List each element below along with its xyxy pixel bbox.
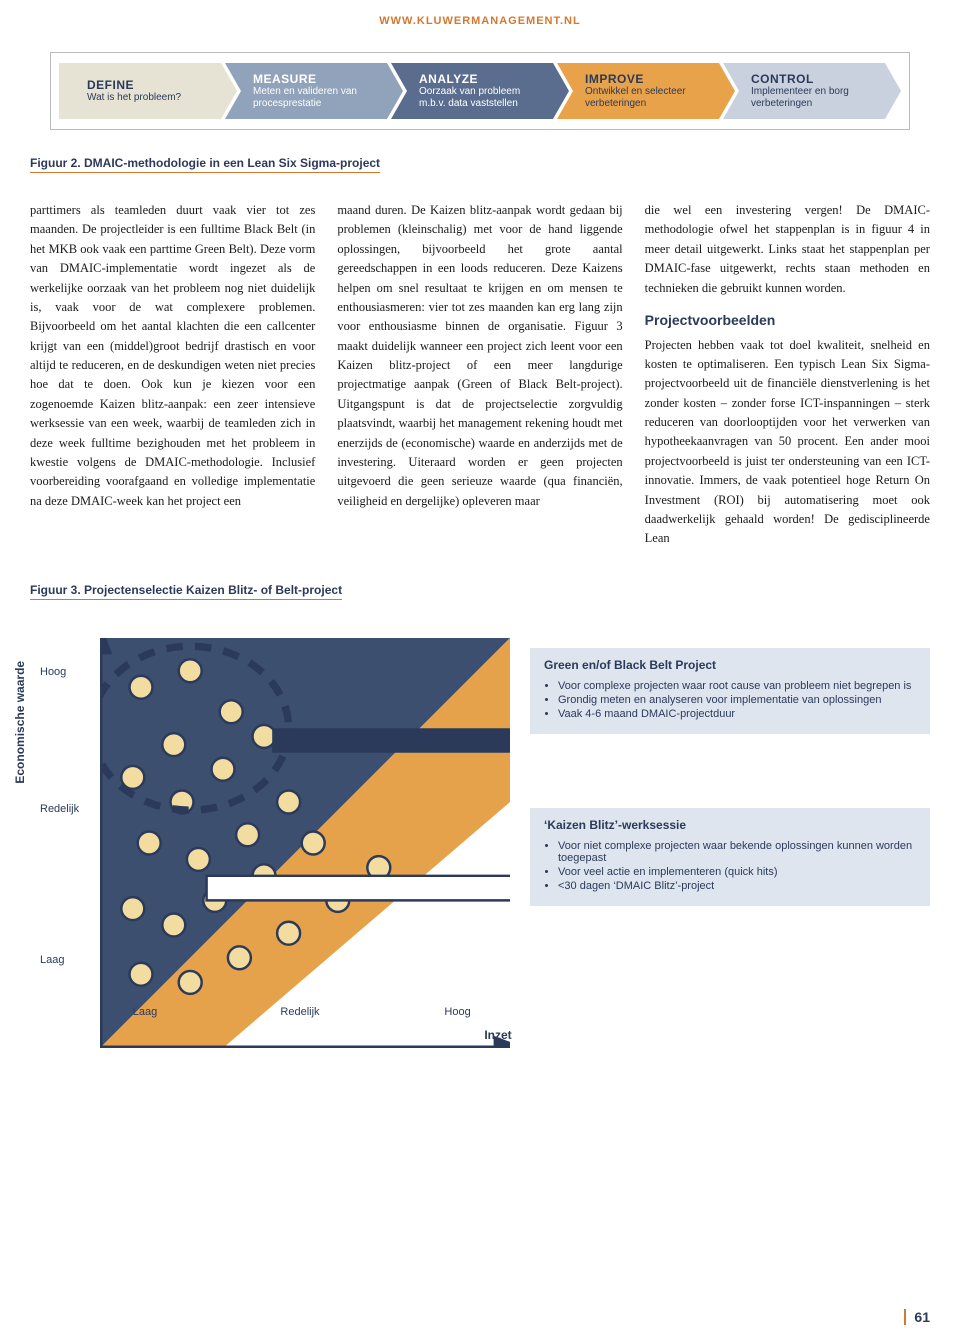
infobox-bot-title: ‘Kaizen Blitz’-werksessie — [530, 808, 930, 838]
infobox-item: Voor niet complexe projecten waar bekend… — [558, 840, 916, 864]
ytick-redelijk: Redelijk — [40, 803, 79, 815]
figure3: Economische waarde Inzet Hoog Redelijk L… — [30, 638, 930, 1038]
page-number: 61 — [904, 1309, 930, 1325]
column-3: die wel een investering vergen! De DMAIC… — [645, 201, 930, 549]
dmaic-figure: DEFINEWat is het probleem?MEASUREMeten e… — [50, 52, 910, 130]
infobox-item: <30 dagen ‘DMAIC Blitz’-project — [558, 880, 916, 892]
ytick-hoog: Hoog — [40, 666, 66, 678]
dmaic-step-improve: IMPROVEOntwikkel en selecteer verbeterin… — [557, 63, 735, 119]
xtick-laag: Laag — [133, 1006, 157, 1018]
dmaic-step-analyze: ANALYZEOorzaak van probleem m.b.v. data … — [391, 63, 569, 119]
col3-intro: die wel een investering vergen! De DMAIC… — [645, 203, 930, 295]
infobox-item: Grondig meten en analyseren voor impleme… — [558, 694, 916, 706]
subhead-projectvoorbeelden: Projectvoorbeelden — [645, 310, 930, 332]
dmaic-step-control: CONTROLImplementeer en borg verbeteringe… — [723, 63, 901, 119]
column-2: maand duren. De Kaizen blitz-aanpak word… — [337, 201, 622, 549]
infobox-top-title: Green en/of Black Belt Project — [530, 648, 930, 678]
xtick-hoog: Hoog — [444, 1006, 470, 1018]
infobox-belt-project: Green en/of Black Belt Project Voor comp… — [530, 648, 930, 734]
infobox-item: Voor complexe projecten waar root cause … — [558, 680, 916, 692]
ytick-laag: Laag — [40, 954, 64, 966]
figure3-caption: Figuur 3. Projectenselectie Kaizen Blitz… — [30, 583, 342, 600]
column-1: parttimers als teamleden duurt vaak vier… — [30, 201, 315, 549]
annotations — [100, 638, 510, 1048]
dmaic-step-define: DEFINEWat is het probleem? — [59, 63, 237, 119]
infobox-item: Vaak 4-6 maand DMAIC-projectduur — [558, 708, 916, 720]
dmaic-step-measure: MEASUREMeten en valideren van procespres… — [225, 63, 403, 119]
chart-plot: Hoog Redelijk Laag Laag Redelijk Hoog — [100, 638, 510, 998]
y-axis-label: Economische waarde — [13, 661, 27, 784]
site-url: WWW.KLUWERMANAGEMENT.NL — [30, 0, 930, 52]
article-columns: parttimers als teamleden duurt vaak vier… — [30, 201, 930, 549]
figure2-caption: Figuur 2. DMAIC-methodologie in een Lean… — [30, 156, 380, 173]
infobox-item: Voor veel actie en implementeren (quick … — [558, 866, 916, 878]
col3-body: Projecten hebben vaak tot doel kwaliteit… — [645, 338, 930, 546]
infobox-kaizen-blitz: ‘Kaizen Blitz’-werksessie Voor niet comp… — [530, 808, 930, 906]
xtick-redelijk: Redelijk — [280, 1006, 319, 1018]
